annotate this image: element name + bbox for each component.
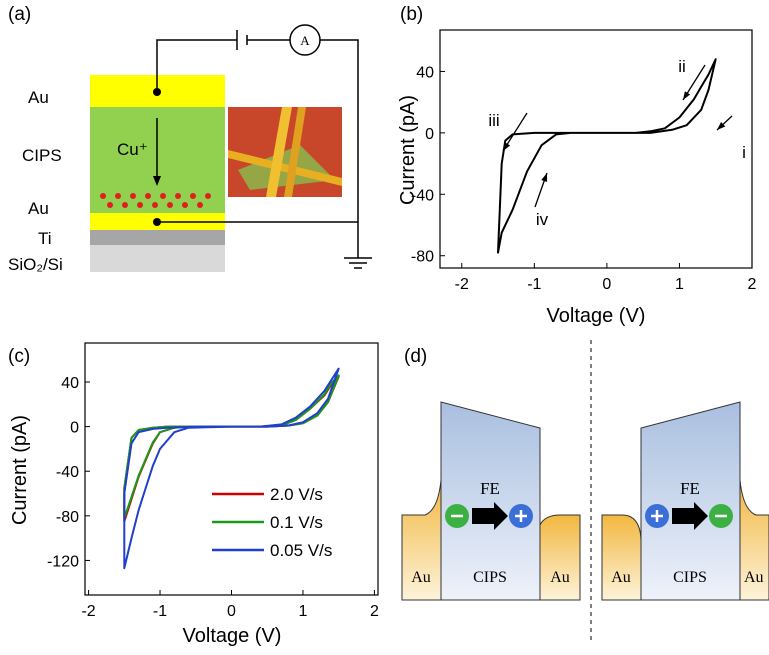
y-tick-label: 40	[61, 375, 79, 392]
x-tick-label: -2	[455, 276, 469, 293]
panel-label: (b)	[400, 4, 423, 25]
x-tick-label: 2	[748, 276, 757, 293]
region-label: Au	[411, 569, 431, 586]
x-tick-label: -1	[153, 603, 167, 620]
legend-label: 2.0 V/s	[270, 485, 323, 504]
x-tick-label: -1	[527, 276, 541, 293]
contact	[153, 88, 161, 96]
field-label: FE	[480, 479, 500, 498]
layer-label: Ti	[38, 229, 52, 248]
y-axis-title: Current (pA)	[9, 415, 31, 525]
y-tick-label: -80	[56, 509, 79, 526]
layer-ti	[90, 230, 225, 245]
au-left	[602, 515, 641, 600]
x-axis-title: Voltage (V)	[547, 305, 646, 327]
panel-a: (a) A Cu⁺ Au CIPS Au Ti SiO₂/Si	[8, 4, 372, 274]
y-tick-label: -120	[47, 553, 79, 570]
layer-substrate	[90, 245, 225, 272]
annotation: i	[742, 143, 746, 162]
au-right	[540, 515, 580, 600]
x-tick-label: 2	[370, 603, 379, 620]
y-tick-label: -80	[411, 249, 434, 266]
region-label: Au	[611, 569, 631, 586]
x-tick-label: 1	[299, 603, 308, 620]
y-tick-label: 0	[70, 420, 79, 437]
annotation: ii	[678, 57, 686, 76]
region-label: CIPS	[473, 569, 507, 586]
y-axis-title: Current (pA)	[397, 95, 419, 205]
series-line	[498, 59, 716, 252]
x-tick-label: 1	[675, 276, 684, 293]
annotation: iii	[488, 111, 499, 130]
y-tick-label: 0	[425, 126, 434, 143]
layer-label: SiO₂/Si	[8, 255, 63, 274]
region-label: Au	[550, 569, 570, 586]
field-label: FE	[680, 479, 700, 498]
x-tick-label: 0	[227, 603, 236, 620]
legend-label: 0.05 V/s	[270, 541, 332, 560]
ion-label: Cu⁺	[117, 140, 148, 159]
contact	[153, 218, 161, 226]
panel-label: (c)	[8, 346, 30, 367]
x-tick-label: 0	[602, 276, 611, 293]
panel-d: (d) FE Au CIPS Au FE Au CIPS Au	[402, 340, 769, 640]
layer-label: Au	[28, 199, 49, 218]
series-line	[124, 369, 338, 569]
layer-label: Au	[28, 88, 49, 107]
region-label: CIPS	[673, 569, 707, 586]
arrow-head	[541, 173, 547, 182]
panel-label: (d)	[404, 346, 427, 367]
arrow-head	[683, 91, 690, 100]
y-tick-label: -40	[56, 464, 79, 481]
layer-label: CIPS	[22, 146, 62, 165]
y-tick-label: 40	[416, 64, 434, 81]
device-image	[228, 107, 342, 197]
annotation: iv	[536, 210, 549, 229]
x-axis-title: Voltage (V)	[183, 625, 282, 647]
legend-label: 0.1 V/s	[270, 513, 323, 532]
ammeter-label: A	[300, 33, 310, 48]
figure: (a) A Cu⁺ Au CIPS Au Ti SiO₂/Si	[0, 0, 769, 650]
region-label: Au	[744, 569, 764, 586]
x-tick-label: -2	[81, 603, 95, 620]
panel-label: (a)	[8, 4, 31, 25]
